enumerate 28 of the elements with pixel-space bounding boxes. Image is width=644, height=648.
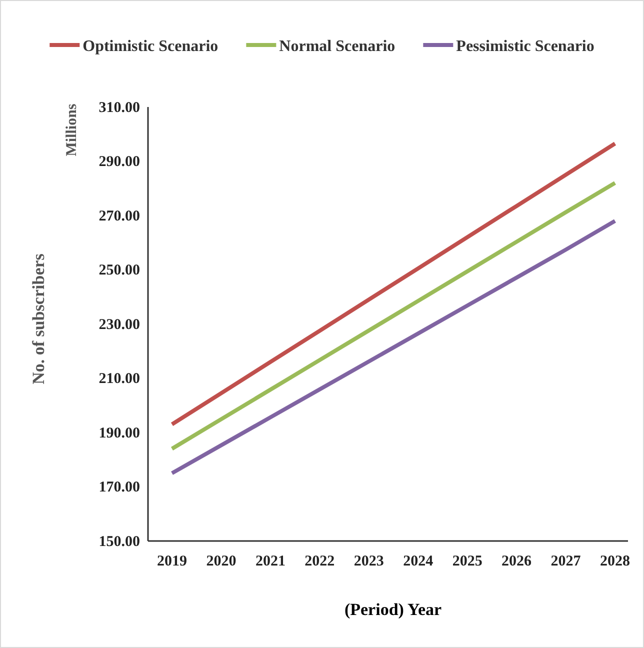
y-tick-label: 290.00 bbox=[98, 154, 140, 170]
x-tick-label: 2024 bbox=[403, 554, 434, 570]
legend-label: Optimistic Scenario bbox=[82, 38, 218, 55]
y-tick-label: 230.00 bbox=[98, 316, 140, 333]
x-tick-label: 2023 bbox=[354, 554, 384, 570]
y-axis-title: No. of subscribers bbox=[29, 253, 48, 384]
x-tick-label: 2027 bbox=[550, 554, 582, 570]
y-tick-label: 250.00 bbox=[98, 262, 140, 279]
line-series bbox=[170, 180, 617, 451]
x-tick-label: 2026 bbox=[502, 554, 532, 570]
legend-label: Normal Scenario bbox=[279, 38, 396, 55]
x-axis-title: (Period) Year bbox=[344, 600, 442, 619]
line-series bbox=[170, 218, 617, 476]
x-tick-label: 2025 bbox=[452, 554, 482, 570]
y-tick-label: 170.00 bbox=[98, 480, 140, 496]
x-tick-label: 2020 bbox=[206, 554, 236, 570]
text: Millions bbox=[64, 104, 80, 156]
y-tick-label: 190.00 bbox=[98, 425, 140, 442]
line-series bbox=[170, 142, 617, 426]
y-tick-label: 210.00 bbox=[98, 371, 140, 388]
x-tick-label: 2028 bbox=[600, 554, 630, 570]
y-tick-label: 310.00 bbox=[98, 100, 140, 116]
legend-label: Pessimistic Scenario bbox=[456, 38, 594, 55]
x-tick-label: 2022 bbox=[304, 554, 335, 570]
x-tick-label: 2019 bbox=[157, 554, 187, 570]
x-tick-label: 2021 bbox=[255, 554, 286, 570]
y-tick-label: 150.00 bbox=[98, 534, 140, 550]
y-tick-label: 270.00 bbox=[98, 208, 140, 224]
